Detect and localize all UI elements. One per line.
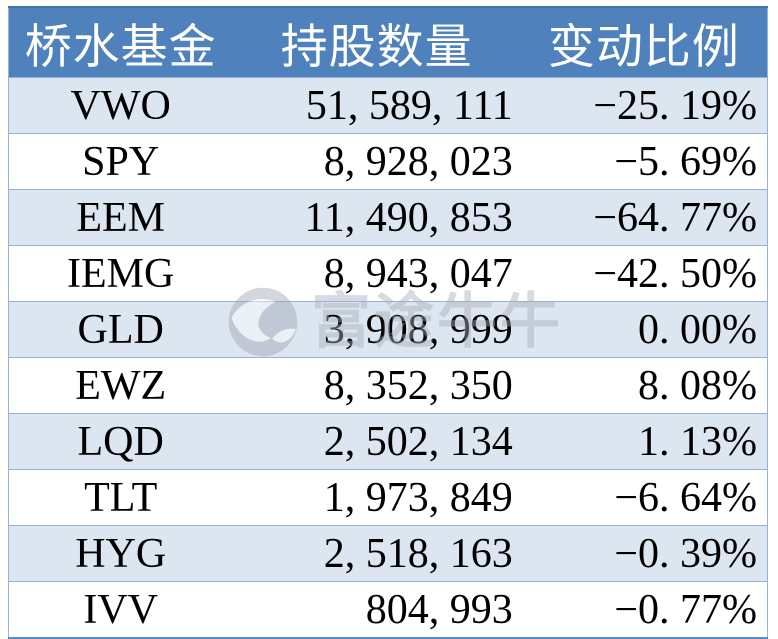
table-row: EWZ 8, 352, 350 8. 08% (8, 357, 768, 414)
table-row: GLD 3, 908, 999 0. 00% (8, 301, 768, 358)
table-row: IVV 804, 993 −0. 77% (8, 581, 768, 638)
table-row: VWO 51, 589, 111 −25. 19% (8, 77, 768, 134)
change-cell: −0. 39% (614, 530, 757, 577)
header-row: 桥水基金 持股数量 变动比例 (8, 7, 768, 78)
shares-cell: 2, 502, 134 (323, 418, 513, 465)
change-cell: 1. 13% (638, 418, 757, 465)
fund-cell: HYG (75, 530, 167, 577)
change-cell: −5. 69% (614, 138, 757, 185)
shares-cell: 8, 928, 023 (323, 138, 513, 185)
table-row: HYG 2, 518, 163 −0. 39% (8, 525, 768, 582)
fund-cell: LQD (77, 418, 164, 465)
bridgewater-holdings-table: 桥水基金 持股数量 变动比例 VWO 51, 589, 111 −25. 19% SP… (8, 6, 768, 639)
fund-cell: SPY (82, 138, 160, 185)
shares-cell: 1, 973, 849 (323, 474, 513, 521)
holdings-table: 桥水基金 持股数量 变动比例 VWO 51, 589, 111 −25. 19% SP… (8, 6, 768, 639)
fund-cell: TLT (84, 474, 158, 521)
shares-cell: 3, 908, 999 (323, 306, 513, 353)
change-cell: −0. 77% (614, 586, 757, 633)
header-change: 变动比例 (520, 7, 768, 78)
table-row: EEM 11, 490, 853 −64. 77% (8, 189, 768, 246)
change-cell: −64. 77% (593, 194, 757, 241)
fund-cell: IVV (83, 586, 159, 633)
fund-cell: EEM (76, 194, 166, 241)
table-row: IEMG 8, 943, 047 −42. 50% (8, 245, 768, 302)
fund-cell: GLD (77, 306, 164, 353)
change-cell: 0. 00% (638, 306, 757, 353)
change-cell: −42. 50% (593, 250, 757, 297)
change-cell: −25. 19% (593, 82, 757, 129)
shares-cell: 51, 589, 111 (305, 82, 513, 129)
fund-cell: EWZ (75, 362, 167, 409)
shares-cell: 8, 943, 047 (323, 250, 513, 297)
shares-cell: 8, 352, 350 (323, 362, 513, 409)
shares-cell: 2, 518, 163 (323, 530, 513, 577)
table-row: SPY 8, 928, 023 −5. 69% (8, 133, 768, 190)
header-fund: 桥水基金 (8, 7, 233, 78)
change-cell: −6. 64% (614, 474, 757, 521)
shares-cell: 804, 993 (365, 586, 513, 633)
fund-cell: IEMG (67, 250, 175, 297)
change-cell: 8. 08% (638, 362, 757, 409)
header-shares: 持股数量 (232, 7, 521, 78)
shares-cell: 11, 490, 853 (304, 194, 513, 241)
table-row: LQD 2, 502, 134 1. 13% (8, 413, 768, 470)
table-row: TLT 1, 973, 849 −6. 64% (8, 469, 768, 526)
fund-cell: VWO (70, 82, 171, 129)
